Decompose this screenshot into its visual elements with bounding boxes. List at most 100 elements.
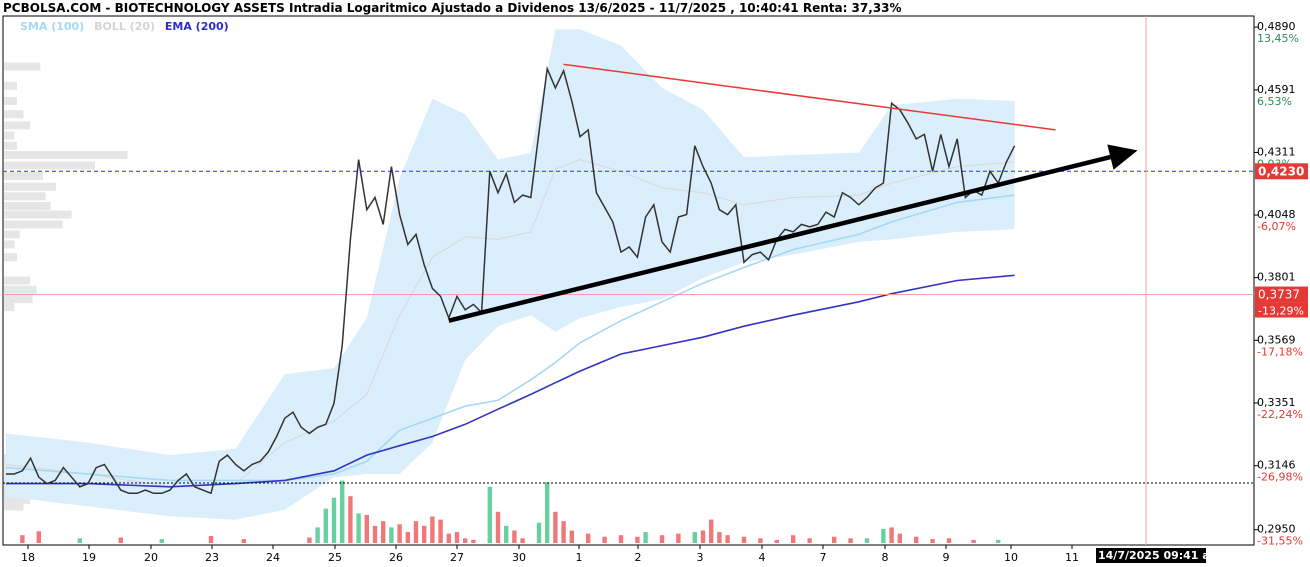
volume-bar	[356, 513, 361, 543]
reference-pct-tag	[1255, 302, 1308, 318]
volume-bar	[520, 538, 525, 543]
x-tick-label: 23	[205, 551, 219, 564]
volume-bar	[405, 532, 410, 543]
y-tick-label: 0,4890	[1257, 20, 1296, 33]
volume-bar	[586, 533, 591, 543]
volume-bar	[914, 536, 919, 543]
volume-profile-bar	[4, 253, 17, 262]
volume-profile-bar	[4, 110, 24, 119]
y-tick-pct: 6,53%	[1257, 95, 1292, 108]
volume-bar	[807, 538, 812, 543]
volume-profile-bar	[4, 161, 95, 170]
volume-bar	[741, 536, 747, 543]
cursor-date-tag: 14/7/2025 09:41 a	[1096, 548, 1206, 563]
volume-bar	[946, 538, 952, 543]
volume-bar	[725, 535, 730, 543]
x-tick-label: 2	[635, 551, 642, 564]
volume-profile-bar	[4, 502, 24, 511]
x-tick-label: 25	[328, 551, 342, 564]
x-tick-label: 8	[882, 551, 889, 564]
volume-profile-bar	[4, 210, 72, 219]
y-tick-label: 0,4311	[1257, 145, 1296, 158]
volume-bar	[709, 519, 714, 543]
reference-price-tag	[1255, 286, 1308, 303]
y-tick-pct: -22,24%	[1257, 408, 1303, 421]
volume-bar	[241, 539, 246, 543]
reference-price-value: 0,3737	[1258, 288, 1300, 302]
volume-bar	[774, 539, 779, 543]
y-tick-pct: 13,45%	[1257, 32, 1299, 45]
volume-bar	[692, 532, 697, 543]
volume-bar	[36, 531, 41, 543]
chart-title: PCBOLSA.COM - BIOTECHNOLOGY ASSETS Intra…	[3, 1, 902, 15]
volume-bar	[536, 522, 542, 543]
y-tick-label: 0,4591	[1257, 83, 1296, 96]
volume-profile-bar	[4, 220, 63, 229]
legend-sma: SMA (100)	[20, 20, 85, 33]
volume-bar	[397, 524, 402, 543]
volume-bar	[643, 532, 648, 543]
volume-bar	[446, 533, 451, 543]
volume-bar	[897, 533, 902, 543]
volume-bar	[504, 525, 509, 543]
volume-profile-bar	[4, 192, 46, 201]
volume-bar	[700, 530, 706, 543]
sma-100-line	[5, 194, 1015, 482]
volume-bar	[381, 521, 386, 543]
support-arrow-head	[1107, 144, 1138, 170]
volume-bar	[758, 538, 763, 543]
volume-profile-bar	[4, 276, 30, 285]
volume-bar	[20, 535, 25, 543]
x-tick-label: 19	[82, 551, 96, 564]
volume-profile-bar	[4, 201, 51, 210]
volume-profile-bar	[4, 96, 17, 105]
volume-profile-bar	[4, 495, 30, 504]
x-tick-label: 18	[21, 551, 35, 564]
volume-bar	[348, 496, 353, 543]
x-tick-label: 9	[943, 551, 950, 564]
bollinger-band	[6, 29, 1015, 520]
x-tick-label: 7	[820, 551, 827, 564]
y-tick-label: 0,4048	[1257, 208, 1296, 221]
volume-bar	[454, 532, 460, 543]
volume-bar	[331, 497, 337, 543]
volume-profile-bar	[4, 141, 17, 150]
volume-bar	[463, 538, 468, 543]
volume-bar	[159, 539, 164, 543]
volume-bar	[389, 527, 394, 543]
volume-bar	[561, 521, 566, 543]
x-tick-label: 10	[1004, 551, 1018, 564]
volume-profile-bar	[4, 172, 43, 181]
volume-bar	[832, 536, 837, 543]
volume-bar	[413, 521, 419, 543]
volume-bar	[372, 525, 378, 543]
volume-bar	[553, 511, 558, 543]
volume-bar	[495, 511, 501, 543]
volume-bar	[659, 535, 665, 543]
volume-profile-bar	[4, 182, 56, 191]
volume-bar	[676, 533, 681, 543]
ema-200-line	[6, 274, 1015, 488]
volume-profile-bar	[4, 121, 30, 130]
y-tick-label: 0,3569	[1257, 333, 1296, 346]
x-tick-label: 4	[759, 551, 766, 564]
volume-profile-bar	[4, 240, 15, 249]
volume-bar	[487, 486, 492, 543]
x-tick-label: 24	[266, 551, 280, 564]
volume-bar	[930, 539, 935, 543]
support-trend-line	[448, 154, 1111, 323]
x-tick-label: 1	[576, 551, 583, 564]
volume-bar	[471, 539, 476, 543]
y-tick-pct: -31,55%	[1257, 535, 1303, 548]
volume-bar	[77, 538, 82, 543]
volume-bar	[889, 527, 894, 543]
volume-bar	[307, 537, 312, 543]
volume-bar	[569, 530, 574, 543]
volume-bar	[118, 537, 123, 543]
volume-bar	[364, 514, 369, 543]
volume-bar	[881, 528, 886, 543]
y-tick-label: 0,3146	[1257, 459, 1296, 472]
x-tick-label: 26	[389, 551, 403, 564]
volume-bar	[208, 535, 214, 543]
